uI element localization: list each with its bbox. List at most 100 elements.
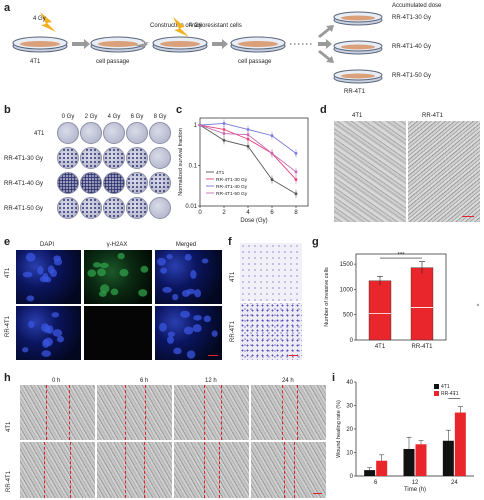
x-tick-label: 6 — [374, 480, 378, 486]
panel-label-i: i — [332, 372, 336, 384]
colony-well — [126, 147, 148, 169]
x-tick-label: 4T1 — [375, 344, 386, 350]
x-tick-label: 2 — [222, 210, 226, 216]
legend-entry: RR-4T1-50 Gy — [216, 191, 248, 197]
panel-label-h: h — [4, 372, 11, 384]
wound-4t1-24h — [251, 385, 326, 440]
wound-rr-12h — [174, 442, 249, 498]
panel-a-title: Construction of radioresistant cells — [150, 23, 242, 29]
dapi-4t1 — [16, 250, 81, 304]
colony-well — [57, 147, 79, 169]
merged-4t1 — [155, 250, 222, 304]
panel-label-f: f — [228, 236, 232, 248]
y-axis-label: Normalized survival fraction — [178, 128, 184, 196]
x-tick-label: RR-4T1 — [411, 344, 433, 350]
wound-4t1-6h — [97, 385, 172, 440]
scale-bar-d — [462, 216, 474, 217]
scale-bar-e — [208, 355, 218, 356]
survival-chart: 0 2 4 6 8 0.01 0.1 1 Dose (Gy) Normalized surviva… — [178, 117, 309, 224]
colony-well — [103, 122, 125, 144]
transwell-4t1 — [240, 243, 302, 301]
f-row-rr4t1: RR-4T1 — [230, 320, 236, 342]
colony-well — [80, 197, 102, 219]
x-axis-label: Dose (Gy) — [240, 218, 267, 224]
dish-rr-40 — [333, 40, 383, 55]
dose-col-3: 6 Gy — [130, 114, 144, 120]
bar — [376, 460, 388, 476]
legend-swatch — [434, 384, 439, 389]
x-tick-label: 6 — [270, 210, 274, 216]
legend-entry: RR-4T1 — [441, 391, 459, 397]
colony-well — [103, 172, 125, 194]
scale-bar-h — [313, 493, 322, 494]
colony-well — [126, 122, 148, 144]
colony-well — [57, 197, 79, 219]
panel-a-schematic — [12, 11, 383, 84]
e-col-dapi: DAPI — [39, 242, 54, 248]
legend-entry: 4T1 — [441, 384, 450, 390]
bar — [415, 444, 427, 476]
e-col-merged: Merged — [175, 242, 197, 248]
y-tick-label: 1500 — [340, 262, 354, 268]
h-time-6: 6 h — [140, 378, 149, 384]
colony-well — [149, 197, 171, 219]
colony-well — [149, 147, 171, 169]
bar — [410, 267, 434, 341]
dish-rr-50 — [333, 69, 383, 84]
row-label-4t1: 4T1 — [34, 131, 45, 137]
y-tick-label: 1 — [194, 123, 198, 129]
y-tick-label: 0 — [350, 474, 354, 480]
dish-passage-1 — [90, 36, 146, 53]
h2ax-4t1 — [84, 250, 152, 304]
y-tick-label: 10 — [346, 451, 353, 457]
y-axis-label: Wound healing rate (%) — [336, 400, 342, 458]
y-tick-label: 0 — [350, 338, 354, 344]
e-row-rr4t1: RR-4T1 — [5, 315, 11, 337]
panel-label-b: b — [4, 104, 11, 116]
plot-frame — [355, 253, 447, 341]
row-label-rr50: RR-4T1-50 Gy — [4, 206, 44, 212]
wound-healing-chart: 0 10 20 30 40 Wound healing rate (%) Time (h) 6… — [336, 380, 474, 493]
dish-irradiated-2 — [152, 36, 208, 53]
stray-point — [476, 303, 480, 307]
legend-entry: 4T1 — [216, 170, 225, 176]
dose-col-2: 4 Gy — [107, 114, 121, 120]
passage-label-2: cell passage — [238, 59, 272, 65]
wound-4t1-0h — [20, 385, 95, 440]
invasion-chart: 0 500 1000 1500 Number of invasive cells 4T1 R… — [324, 253, 480, 350]
dose-col-4: 8 Gy — [153, 114, 167, 120]
x-axis-label: Time (h) — [404, 487, 426, 493]
brightfield-4t1 — [334, 121, 406, 222]
colony-well — [57, 172, 79, 194]
wound-rr-0h — [20, 442, 95, 498]
x-tick-label: 24 — [451, 480, 458, 486]
y-tick-label: 20 — [346, 427, 353, 433]
colony-well — [126, 172, 148, 194]
legend-entry: RR-4T1-40 Gy — [216, 184, 248, 190]
rr-group-label: RR-4T1 — [344, 89, 366, 95]
row-label-rr40: RR-4T1-40 Gy — [4, 181, 44, 187]
colony-well — [126, 197, 148, 219]
legend-entry: RR-4T1-30 Gy — [216, 177, 248, 183]
d-label-rr4t1: RR-4T1 — [422, 113, 444, 119]
brightfield-rr4t1 — [408, 121, 480, 222]
dish-4t1 — [12, 36, 68, 53]
transwell-rr4t1 — [240, 303, 302, 360]
d-label-4t1: 4T1 — [352, 113, 363, 119]
wound-rr-24h — [251, 442, 326, 498]
x-tick-label: 12 — [412, 480, 419, 486]
wound-4t1-12h — [174, 385, 249, 440]
x-tick-label: 4 — [246, 210, 250, 216]
plot-frame — [199, 117, 309, 207]
h-time-12: 12 h — [205, 378, 217, 384]
panel-label-d: d — [320, 104, 327, 116]
passage-label-1: cell passage — [96, 59, 130, 65]
dapi-rr4t1 — [16, 306, 81, 360]
dose-label-1: 4 Gy — [33, 16, 46, 22]
process-arrows — [72, 25, 334, 63]
colony-well — [149, 122, 171, 144]
panel-label-a: a — [4, 2, 11, 14]
bar — [403, 448, 415, 476]
dose-col-1: 2 Gy — [84, 114, 98, 120]
colony-well — [80, 147, 102, 169]
